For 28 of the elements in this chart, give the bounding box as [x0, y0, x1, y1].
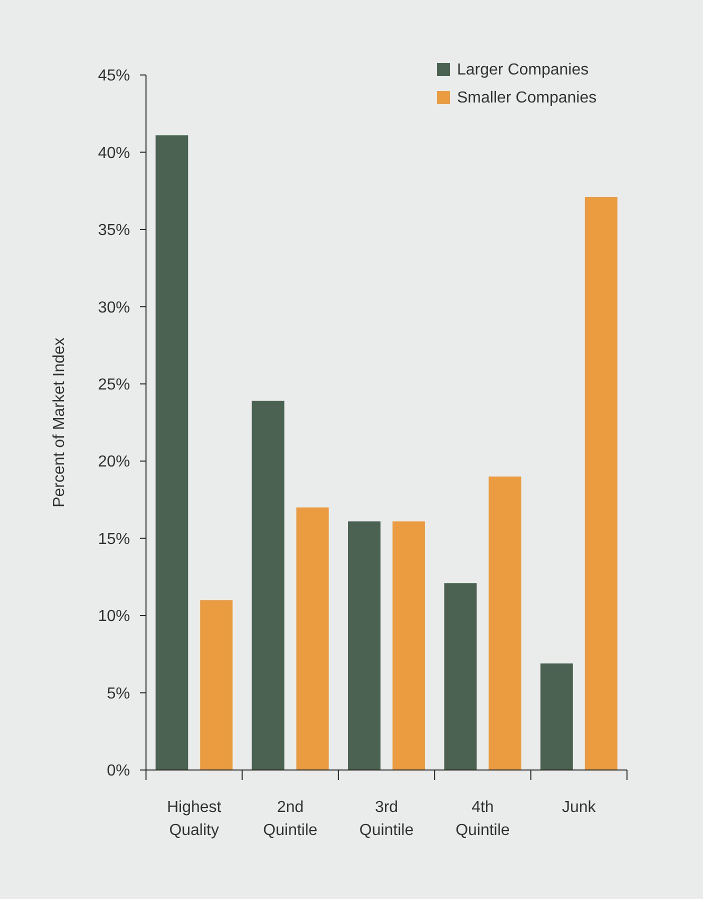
bar	[296, 507, 329, 770]
bar	[348, 521, 380, 770]
x-tick-label: 3rd Quintile	[359, 799, 414, 839]
bar	[156, 135, 188, 770]
bar	[252, 400, 284, 770]
bar	[200, 600, 233, 770]
y-tick-label: 15%	[98, 530, 130, 548]
y-tick-label: 30%	[98, 299, 130, 316]
y-tick-label: 20%	[98, 454, 130, 471]
y-tick-label: 25%	[98, 376, 130, 394]
bar	[584, 197, 618, 770]
y-tick-label: 5%	[106, 685, 130, 702]
bar	[540, 663, 573, 770]
legend-label: Larger Companies	[457, 62, 589, 79]
x-tick-label: Highest Quality	[166, 799, 222, 839]
x-tick-label: 2nd Quintile	[263, 799, 318, 839]
x-tick-label: 4th Quintile	[456, 799, 510, 839]
y-tick-label: 0%	[106, 762, 130, 780]
y-axis-title: Percent of Market Index	[51, 338, 68, 508]
legend-label: Smaller Companies	[457, 90, 597, 107]
y-tick-label: 40%	[98, 144, 130, 162]
bar	[444, 583, 477, 770]
y-tick-label: 45%	[98, 68, 130, 85]
y-tick-label: 10%	[98, 608, 130, 626]
bar	[392, 521, 425, 770]
y-tick-label: 35%	[98, 222, 130, 240]
x-tick-label: Junk	[562, 799, 597, 816]
bar	[488, 476, 522, 770]
